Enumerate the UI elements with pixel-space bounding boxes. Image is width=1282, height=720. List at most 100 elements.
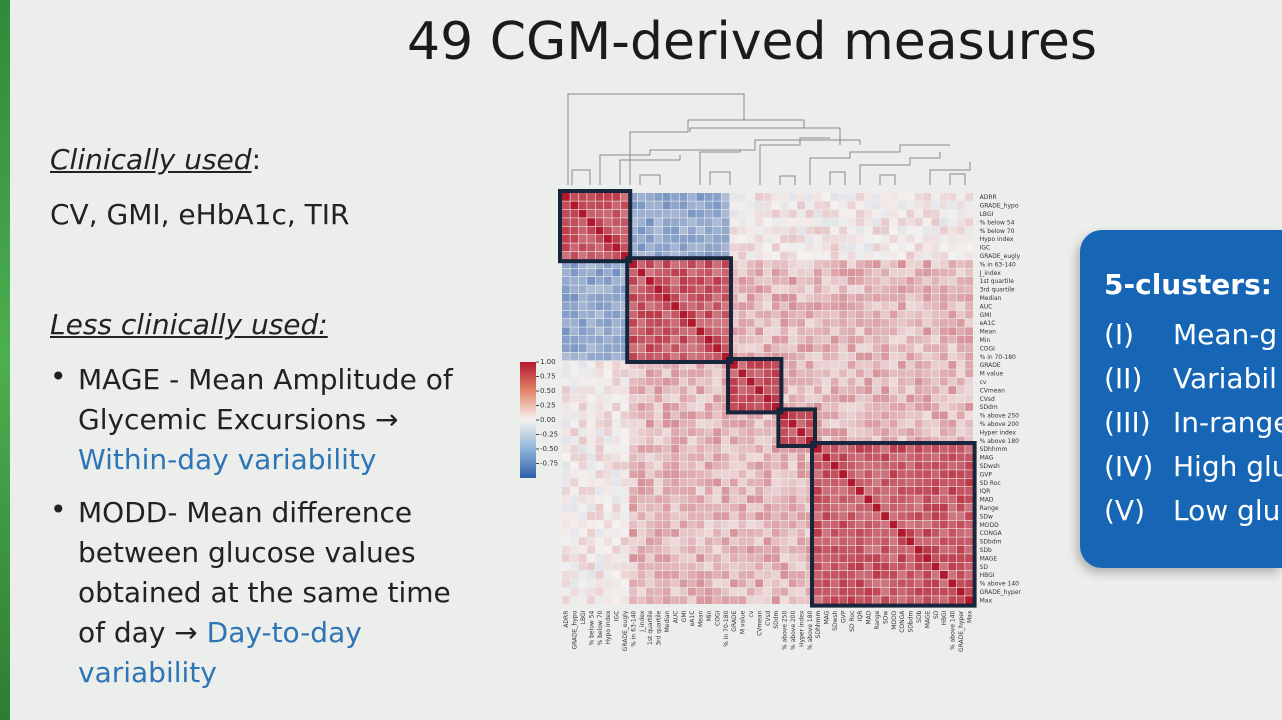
heatmap-cell: [830, 268, 839, 277]
heatmap-cell: [629, 268, 637, 277]
heatmap-cell: [856, 310, 864, 319]
heatmap-cell: [923, 335, 931, 344]
heatmap-cell: [839, 352, 847, 361]
heatmap-cell: [906, 436, 915, 445]
heatmap-cell: [780, 587, 789, 596]
heatmap-cell: [906, 419, 915, 428]
heatmap-cell: [679, 361, 688, 369]
heatmap-cell: [839, 537, 847, 546]
heatmap-cell: [654, 302, 663, 310]
heatmap-cell: [940, 554, 948, 562]
heatmap-cell: [696, 243, 705, 252]
heatmap-cell: [671, 445, 679, 453]
row-label: % in 63-140: [980, 261, 1016, 268]
heatmap-cell: [814, 310, 822, 319]
heatmap-cell: [662, 209, 671, 218]
heatmap-cell: [839, 545, 847, 554]
heatmap-cell: [931, 235, 940, 243]
heatmap-cell: [839, 226, 847, 235]
heatmap-cell: [637, 503, 646, 512]
heatmap-cell: [948, 302, 957, 310]
heatmap-cell: [679, 411, 688, 420]
heatmap-cell: [864, 453, 873, 462]
heatmap-cell: [864, 503, 873, 512]
heatmap-cell: [931, 369, 940, 378]
heatmap-cell: [637, 209, 646, 218]
heatmap-cell: [646, 386, 654, 394]
heatmap-cell: [620, 554, 629, 562]
heatmap-cell: [637, 587, 646, 596]
heatmap-cell: [713, 327, 721, 336]
heatmap-cell: [805, 445, 814, 453]
heatmap-cell: [839, 277, 847, 285]
heatmap-cell: [696, 352, 705, 361]
heatmap-cell: [772, 327, 780, 336]
heatmap-cell: [881, 277, 889, 285]
heatmap-cell: [620, 545, 629, 554]
heatmap-cell: [965, 251, 973, 260]
heatmap-cell: [713, 394, 721, 403]
heatmap-cell: [856, 193, 864, 201]
heatmap-cell: [746, 209, 755, 218]
heatmap-cell: [755, 277, 763, 285]
heatmap-cell: [704, 545, 713, 554]
heatmap-cell: [772, 251, 780, 260]
heatmap-cell: [763, 277, 772, 285]
heatmap-cell: [872, 428, 881, 436]
heatmap-cell: [746, 268, 755, 277]
heatmap-cell: [923, 461, 931, 470]
heatmap-cell: [763, 520, 772, 529]
heatmap-cell: [898, 201, 906, 210]
heatmap-cell: [763, 293, 772, 302]
heatmap-cell: [772, 537, 780, 546]
heatmap-cell: [629, 235, 637, 243]
heatmap-cell: [587, 251, 595, 260]
heatmap-cell: [881, 218, 889, 226]
column-label: MAG: [824, 610, 831, 624]
heatmap-cell: [679, 453, 688, 462]
heatmap-cell: [671, 520, 679, 529]
heatmap-cell: [721, 319, 730, 327]
heatmap-cell: [780, 251, 789, 260]
heatmap-cell: [822, 226, 831, 235]
heatmap-cell: [713, 335, 721, 344]
heatmap-cell: [805, 268, 814, 277]
heatmap-cell: [965, 428, 973, 436]
row-label: IGC: [980, 245, 991, 252]
heatmap-cell: [906, 235, 915, 243]
heatmap-cell: [847, 277, 856, 285]
heatmap-cell: [604, 428, 612, 436]
heatmap-cell: [830, 545, 839, 554]
heatmap-cell: [805, 571, 814, 579]
heatmap-cell: [965, 369, 973, 378]
heatmap-cell: [805, 201, 814, 210]
heatmap-cell: [688, 352, 696, 361]
heatmap-cell: [780, 201, 789, 210]
heatmap-cell: [940, 285, 948, 294]
heatmap-cell: [620, 218, 629, 226]
heatmap-cell: [805, 260, 814, 268]
heatmap-cell: [704, 445, 713, 453]
heatmap-cell: [730, 251, 738, 260]
heatmap-cell: [637, 554, 646, 562]
column-label: CVmean: [756, 610, 763, 636]
heatmap-cell: [956, 386, 965, 394]
heatmap-cell: [839, 453, 847, 462]
heatmap-cell: [696, 361, 705, 369]
heatmap-cell: [679, 352, 688, 361]
heatmap-cell: [797, 512, 805, 520]
heatmap-cell: [956, 310, 965, 319]
heatmap-cell: [704, 520, 713, 529]
heatmap-cell: [805, 478, 814, 487]
heatmap-cell: [671, 562, 679, 571]
heatmap-cell: [704, 478, 713, 487]
heatmap-cell: [646, 503, 654, 512]
heatmap-cell: [864, 394, 873, 403]
heatmap-cell: [562, 377, 570, 386]
heatmap-cell: [730, 335, 738, 344]
heatmap-cell: [780, 377, 789, 386]
column-label: COGI: [714, 610, 721, 626]
heatmap-cell: [881, 419, 889, 428]
heatmap-cell: [797, 562, 805, 571]
heatmap-cell: [612, 403, 621, 411]
